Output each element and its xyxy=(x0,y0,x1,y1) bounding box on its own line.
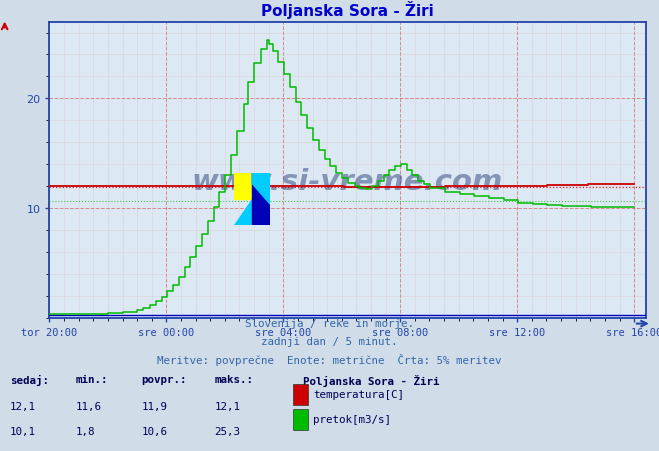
Text: 10,1: 10,1 xyxy=(10,426,36,436)
Text: sedaj:: sedaj: xyxy=(10,374,49,385)
Text: pretok[m3/s]: pretok[m3/s] xyxy=(313,414,391,424)
Text: www.si-vreme.com: www.si-vreme.com xyxy=(192,168,503,196)
Polygon shape xyxy=(234,199,252,226)
Bar xyxy=(252,174,270,226)
Text: Meritve: povprečne  Enote: metrične  Črta: 5% meritev: Meritve: povprečne Enote: metrične Črta:… xyxy=(158,354,501,366)
Text: 25,3: 25,3 xyxy=(214,426,240,436)
Text: zadnji dan / 5 minut.: zadnji dan / 5 minut. xyxy=(261,336,398,346)
FancyBboxPatch shape xyxy=(293,384,308,405)
Text: 12,1: 12,1 xyxy=(10,401,36,411)
FancyBboxPatch shape xyxy=(293,410,308,430)
Text: 11,9: 11,9 xyxy=(142,401,167,411)
Text: 11,6: 11,6 xyxy=(76,401,101,411)
Text: Slovenija / reke in morje.: Slovenija / reke in morje. xyxy=(245,318,414,328)
Text: 10,6: 10,6 xyxy=(142,426,167,436)
Bar xyxy=(234,174,252,199)
Text: 12,1: 12,1 xyxy=(214,401,240,411)
Text: 1,8: 1,8 xyxy=(76,426,96,436)
Text: temperatura[C]: temperatura[C] xyxy=(313,389,404,399)
Title: Poljanska Sora - Žiri: Poljanska Sora - Žiri xyxy=(261,0,434,18)
Polygon shape xyxy=(252,174,270,205)
Text: min.:: min.: xyxy=(76,374,108,384)
Text: Poljanska Sora - Žiri: Poljanska Sora - Žiri xyxy=(303,374,440,386)
Text: povpr.:: povpr.: xyxy=(142,374,187,384)
Text: maks.:: maks.: xyxy=(214,374,253,384)
